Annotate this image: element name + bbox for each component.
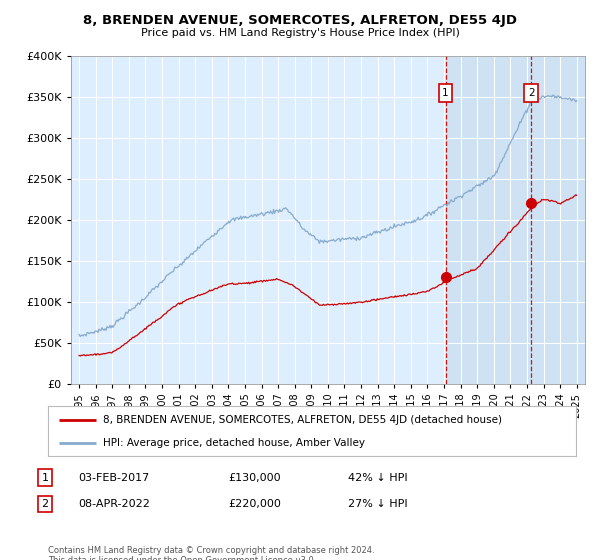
Bar	[446, 56, 585, 384]
Text: Price paid vs. HM Land Registry's House Price Index (HPI): Price paid vs. HM Land Registry's House …	[140, 28, 460, 38]
Text: 08-APR-2022: 08-APR-2022	[78, 499, 150, 509]
Text: 8, BRENDEN AVENUE, SOMERCOTES, ALFRETON, DE55 4JD: 8, BRENDEN AVENUE, SOMERCOTES, ALFRETON,…	[83, 14, 517, 27]
Text: 42% ↓ HPI: 42% ↓ HPI	[348, 473, 407, 483]
Text: 8, BRENDEN AVENUE, SOMERCOTES, ALFRETON, DE55 4JD (detached house): 8, BRENDEN AVENUE, SOMERCOTES, ALFRETON,…	[103, 414, 502, 424]
Text: 1: 1	[41, 473, 49, 483]
Text: 2: 2	[41, 499, 49, 509]
Text: HPI: Average price, detached house, Amber Valley: HPI: Average price, detached house, Ambe…	[103, 438, 365, 448]
Text: £130,000: £130,000	[228, 473, 281, 483]
Text: 2: 2	[528, 88, 535, 98]
Text: Contains HM Land Registry data © Crown copyright and database right 2024.
This d: Contains HM Land Registry data © Crown c…	[48, 546, 374, 560]
Text: £220,000: £220,000	[228, 499, 281, 509]
Text: 03-FEB-2017: 03-FEB-2017	[78, 473, 149, 483]
Text: 27% ↓ HPI: 27% ↓ HPI	[348, 499, 407, 509]
Text: 1: 1	[442, 88, 449, 98]
